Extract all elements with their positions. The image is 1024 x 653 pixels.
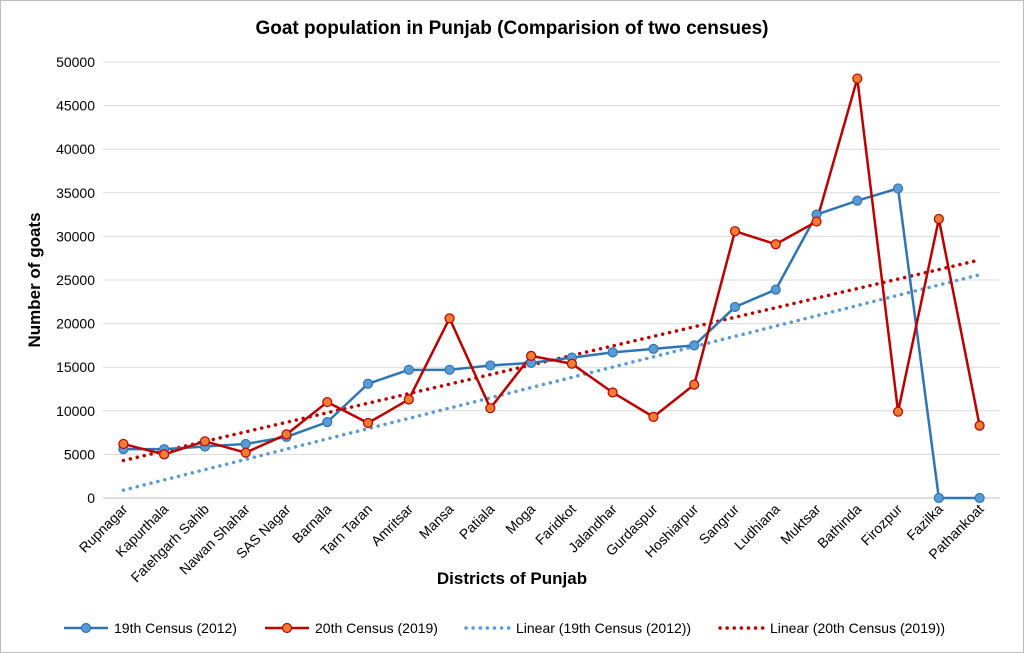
gridlines bbox=[103, 61, 1000, 499]
legend-item-4: Linear (20th Census (2019)) bbox=[718, 620, 945, 636]
y-axis-title: Number of goats bbox=[25, 212, 44, 347]
data-point bbox=[607, 347, 618, 358]
y-tick-label: 50000 bbox=[56, 54, 95, 70]
y-tick-label: 35000 bbox=[56, 185, 95, 201]
y-tick-label: 20000 bbox=[56, 316, 95, 332]
legend-label: Linear (19th Census (2012)) bbox=[516, 620, 691, 636]
y-tick-label: 40000 bbox=[56, 141, 95, 157]
y-tick-label: 0 bbox=[87, 490, 95, 506]
data-point bbox=[322, 396, 333, 408]
data-point bbox=[322, 417, 333, 428]
data-point bbox=[403, 394, 414, 405]
data-point bbox=[933, 213, 944, 225]
x-tick-label: Mansa bbox=[416, 501, 457, 542]
data-point bbox=[852, 73, 863, 84]
data-point bbox=[403, 364, 414, 375]
y-axis-ticks: 0 5000 10000 15000 20000 25000 30000 35000 40000… bbox=[56, 54, 95, 506]
data-point bbox=[892, 183, 904, 194]
x-tick-label: Amritsar bbox=[368, 501, 416, 549]
data-point bbox=[648, 343, 659, 354]
chart-title: Goat population in Punjab (Comparision o… bbox=[255, 18, 768, 39]
data-point bbox=[770, 284, 781, 295]
data-point bbox=[729, 226, 741, 237]
data-point bbox=[892, 406, 904, 417]
data-point bbox=[362, 378, 374, 389]
x-tick-label: Firozpur bbox=[858, 501, 906, 549]
data-point bbox=[566, 358, 577, 369]
data-point bbox=[648, 411, 659, 423]
y-tick-label: 15000 bbox=[56, 359, 95, 375]
legend-item-1: 19th Census (2012) bbox=[64, 620, 237, 636]
legend-label: Linear (20th Census (2019)) bbox=[770, 620, 945, 636]
x-tick-label: Patiala bbox=[456, 501, 498, 543]
legend-item-2: 20th Census (2019) bbox=[265, 620, 438, 636]
legend-marker bbox=[80, 622, 92, 634]
legend-marker bbox=[281, 622, 293, 634]
y-tick-label: 45000 bbox=[56, 98, 95, 114]
legend-item-3: Linear (19th Census (2012)) bbox=[464, 620, 691, 636]
series-lines bbox=[118, 73, 985, 504]
series-line-1 bbox=[123, 187, 980, 500]
data-point bbox=[485, 403, 496, 414]
data-point bbox=[607, 387, 618, 398]
y-tick-label: 5000 bbox=[64, 446, 95, 462]
data-point bbox=[526, 350, 537, 361]
data-point bbox=[485, 360, 496, 371]
data-point bbox=[281, 429, 292, 440]
legend-label: 19th Census (2012) bbox=[114, 620, 237, 636]
data-point bbox=[118, 438, 129, 450]
data-point bbox=[852, 195, 863, 206]
trendlines bbox=[121, 258, 982, 492]
data-point bbox=[159, 449, 170, 460]
data-point bbox=[199, 436, 211, 447]
data-point bbox=[240, 438, 251, 450]
data-point bbox=[689, 340, 700, 351]
data-point bbox=[444, 364, 455, 375]
data-point bbox=[362, 417, 374, 429]
trendline-1 bbox=[121, 273, 982, 492]
data-point bbox=[689, 379, 700, 390]
x-tick-label: Bathinda bbox=[814, 501, 865, 552]
y-tick-label: 10000 bbox=[56, 403, 95, 419]
data-point bbox=[729, 301, 741, 313]
x-tick-label: Moga bbox=[502, 501, 538, 537]
x-axis-title: Districts of Punjab bbox=[437, 569, 587, 588]
data-point bbox=[933, 492, 944, 504]
data-point bbox=[811, 216, 822, 227]
x-tick-label: Nawan Shahar bbox=[176, 501, 253, 578]
data-point bbox=[974, 492, 985, 504]
x-tick-label: Ludhiana bbox=[731, 501, 783, 553]
legend-label: 20th Census (2019) bbox=[315, 620, 438, 636]
data-point bbox=[974, 420, 985, 431]
legend: 19th Census (2012) 20th Census (2019) Line… bbox=[64, 620, 945, 636]
data-point bbox=[444, 313, 455, 324]
series-line-2 bbox=[123, 77, 981, 456]
y-tick-label: 30000 bbox=[56, 228, 95, 244]
data-point bbox=[240, 447, 251, 458]
y-tick-label: 25000 bbox=[56, 272, 95, 288]
data-point bbox=[770, 239, 781, 250]
